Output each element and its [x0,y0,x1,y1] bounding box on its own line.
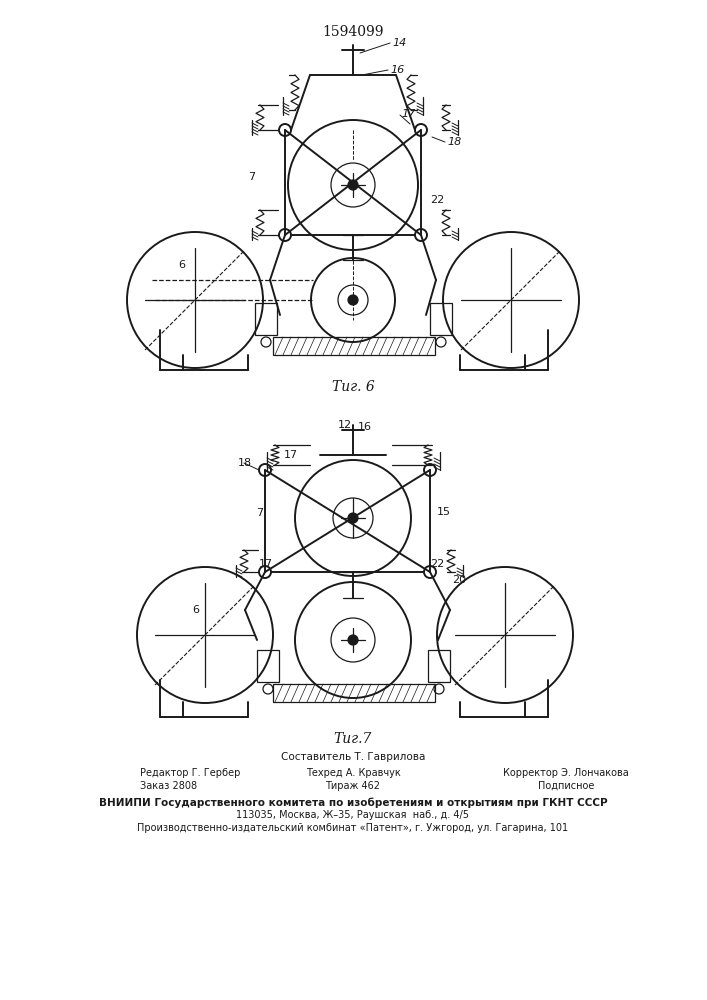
Text: 17: 17 [284,450,298,460]
Text: 17: 17 [259,559,273,569]
Bar [428,650,450,682]
Text: 18: 18 [447,137,461,147]
Bar [273,337,435,355]
Text: 20: 20 [452,575,466,585]
Text: 22: 22 [430,559,444,569]
Bar [255,303,277,335]
Text: 7: 7 [248,172,255,182]
Text: 16: 16 [358,422,372,432]
Text: 7: 7 [256,508,263,518]
Bar [430,303,452,335]
Text: 15: 15 [437,507,451,517]
Text: ВНИИПИ Государственного комитета по изобретениям и открытиям при ГКНТ СССР: ВНИИПИ Государственного комитета по изоб… [99,797,607,808]
Text: 113035, Москва, Ж–35, Раушская  наб., д. 4/5: 113035, Москва, Ж–35, Раушская наб., д. … [237,810,469,820]
Text: Производственно-издательский комбинат «Патент», г. Ужгород, ул. Гагарина, 101: Производственно-издательский комбинат «П… [137,823,568,833]
Text: 6: 6 [178,260,185,270]
Circle shape [348,180,358,190]
Text: 22: 22 [430,195,444,205]
Text: Редактор Г. Гербер: Редактор Г. Гербер [140,768,240,778]
Text: Τиг.7: Τиг.7 [334,732,372,746]
Text: 12: 12 [338,420,352,430]
Text: Τиг. 6: Τиг. 6 [332,380,375,394]
Text: Составитель Т. Гаврилова: Составитель Т. Гаврилова [281,752,425,762]
Circle shape [348,295,358,305]
Text: Техред А. Кравчук: Техред А. Кравчук [305,768,400,778]
Text: Корректор Э. Лончакова: Корректор Э. Лончакова [503,768,629,778]
Text: 18: 18 [238,458,252,468]
Text: 14: 14 [392,38,407,48]
Text: 1594099: 1594099 [322,25,384,39]
Text: 6: 6 [192,605,199,615]
Text: 16: 16 [390,65,404,75]
Bar [257,650,279,682]
Text: Тираж 462: Тираж 462 [325,781,380,791]
Text: Подписное: Подписное [538,781,594,791]
Bar [273,684,435,702]
Text: Заказ 2808: Заказ 2808 [140,781,197,791]
Circle shape [348,513,358,523]
Circle shape [348,635,358,645]
Text: 17: 17 [401,109,415,119]
